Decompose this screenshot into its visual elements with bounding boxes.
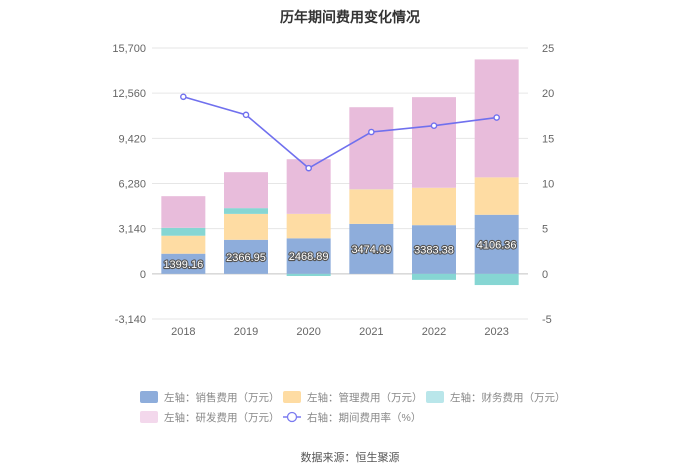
left-axis-tick: 9,420	[118, 133, 146, 145]
bar-segment-s2-2019	[224, 208, 268, 214]
x-axis-tick: 2018	[171, 326, 195, 338]
bar-segment-s2-2022	[412, 273, 456, 280]
right-axis-tick: 20	[542, 88, 554, 100]
bar-segment-s1-2023	[474, 177, 519, 215]
legend-swatch	[426, 391, 444, 403]
bar-segment-s1-2021	[349, 189, 394, 224]
bar-segment-s3-2021	[349, 107, 394, 190]
bar-segment-s1-2022	[412, 187, 456, 226]
data-label: 1399.16	[163, 259, 203, 271]
bar-segment-s0-2018	[161, 253, 206, 274]
data-label: 2366.95	[226, 252, 266, 264]
right-axis-tick: -5	[542, 314, 552, 326]
left-axis-tick: -3,140	[115, 314, 146, 326]
left-axis-tick: 3,140	[118, 224, 146, 236]
legend-swatch	[140, 411, 158, 423]
x-axis-tick: 2023	[484, 326, 508, 338]
right-axis-tick: 15	[542, 133, 554, 145]
bar-segment-s2-2023	[474, 273, 519, 286]
legend-marker-icon	[286, 411, 298, 423]
legend-swatch	[140, 391, 158, 403]
label-layer: 1399.16 2366.95 2468.89 3474.09 3383.38 4106.…	[162, 238, 517, 272]
legend-label: 左轴：财务费用（万元）	[450, 391, 566, 404]
x-axis-tick: 2020	[296, 326, 320, 338]
data-label: 2468.89	[289, 251, 329, 263]
grid-layer	[152, 47, 528, 320]
bar-segment-s3-2018	[161, 196, 206, 228]
x-axis-tick: 2022	[422, 326, 446, 338]
expense-rate-point	[493, 114, 500, 121]
legend-label: 左轴：研发费用（万元）	[164, 411, 280, 424]
expense-rate-point	[305, 164, 312, 172]
x-axis-tick: 2019	[234, 326, 258, 338]
data-label: 3383.38	[414, 244, 454, 256]
axis-layer: 15,700 25 12,560 20 9,420 15 6,280 10 3,140 5 0 0 -3…	[112, 43, 554, 338]
right-axis-tick: 25	[542, 43, 554, 55]
bar-segment-s1-2018	[161, 235, 206, 254]
right-axis-tick: 10	[542, 179, 554, 191]
left-axis-tick: 6,280	[118, 179, 146, 191]
expense-rate-point	[368, 128, 375, 136]
bar-segment-s1-2020	[286, 213, 331, 239]
bar-segment-s0-2019	[224, 239, 268, 274]
data-label: 3474.09	[351, 244, 391, 256]
left-axis-tick: 12,560	[112, 88, 146, 100]
legend-label: 右轴：期间费用率（%）	[307, 411, 421, 424]
legend-label: 左轴：管理费用（万元）	[307, 391, 423, 404]
bar-segment-s0-2021	[349, 223, 394, 274]
bar-segment-s0-2020	[286, 238, 331, 274]
expense-rate-point	[242, 111, 250, 119]
bar-layer	[161, 59, 519, 286]
right-axis-tick: 0	[542, 269, 548, 281]
expense-rate-line	[183, 96, 497, 170]
bar-segment-s0-2022	[412, 225, 456, 274]
right-axis-tick: 5	[542, 224, 548, 236]
bar-segment-s3-2019	[224, 172, 268, 209]
source-note: 数据来源：恒生聚源	[301, 450, 400, 464]
legend-swatch	[283, 391, 301, 403]
bar-segment-s0-2023	[474, 214, 519, 274]
expense-rate-point	[430, 122, 438, 129]
bar-segment-s3-2022	[412, 97, 456, 188]
expense-rate-point	[180, 93, 187, 101]
bar-segment-s2-2018	[161, 227, 206, 236]
legend: 左轴：销售费用（万元） 左轴：管理费用（万元） 左轴：财务费用（万元） 左轴：研发费用…	[140, 391, 566, 424]
legend-label: 左轴：销售费用（万元）	[164, 391, 280, 404]
x-axis-tick: 2021	[359, 326, 383, 338]
data-label: 4106.36	[477, 239, 517, 251]
line-layer	[180, 93, 500, 172]
bar-segment-s2-2020	[286, 273, 331, 276]
left-axis-tick: 0	[140, 269, 146, 281]
left-axis-tick: 15,700	[112, 43, 146, 55]
chart-title: 历年期间费用变化情况	[280, 9, 420, 25]
bar-segment-s1-2019	[224, 213, 268, 240]
